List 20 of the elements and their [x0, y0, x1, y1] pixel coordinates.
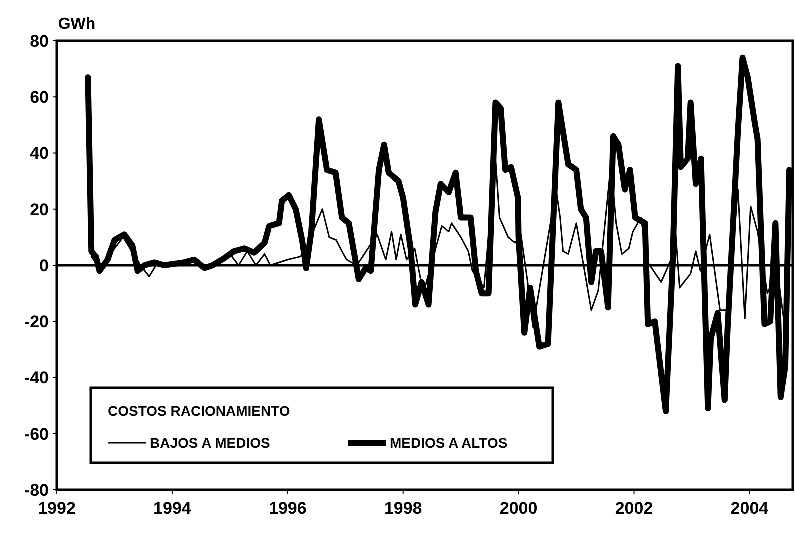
x-tick-label: 2004: [730, 499, 770, 518]
x-tick-label: 1998: [384, 499, 422, 518]
y-tick-label: 20: [30, 200, 49, 220]
x-tick-label: 1994: [154, 499, 192, 518]
y-tick-label: -40: [24, 368, 49, 388]
x-tick-label: 2000: [500, 499, 538, 518]
x-tick-label: 2002: [615, 499, 654, 518]
legend-label: MEDIOS A ALTOS: [390, 435, 508, 451]
legend-label: BAJOS A MEDIOS: [150, 435, 270, 451]
y-tick-label: 40: [30, 144, 49, 164]
legend-title: COSTOS RACIONAMIENTO: [108, 403, 290, 419]
y-axis-title: GWh: [58, 16, 96, 33]
x-tick-label: 1992: [38, 499, 76, 518]
y-tick-label: -80: [24, 480, 49, 500]
y-tick-label: 60: [30, 88, 49, 108]
y-tick-label: 80: [30, 32, 49, 51]
y-tick-label: -20: [24, 312, 49, 332]
y-tick-label: 0: [40, 256, 49, 276]
x-tick-label: 1996: [268, 499, 307, 518]
y-tick-label: -60: [24, 424, 49, 444]
